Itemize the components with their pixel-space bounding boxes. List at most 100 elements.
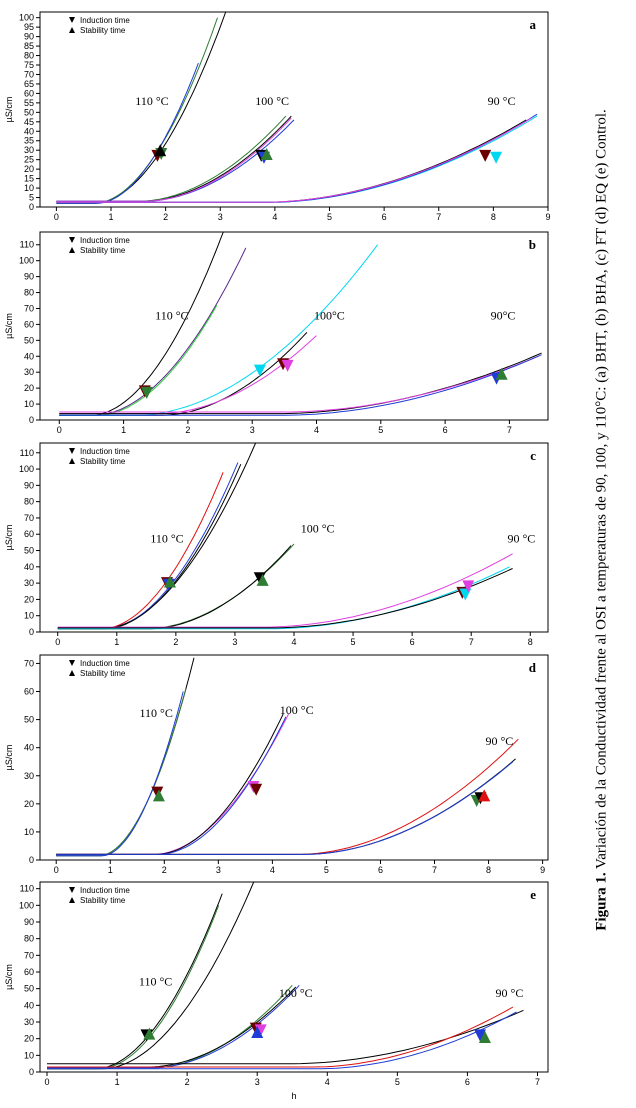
series-curve-90C (57, 566, 510, 630)
y-tick-label: 0 (29, 627, 34, 637)
x-tick-label: 4 (314, 425, 319, 435)
temperature-label: 110 °C (140, 706, 173, 720)
x-tick-label: 6 (382, 212, 387, 222)
x-tick-label: 7 (469, 637, 474, 647)
plot-frame (39, 442, 549, 633)
y-axis-label: µS/cm (4, 964, 14, 990)
panel-label: b (529, 237, 536, 252)
legend-induction-marker (69, 448, 75, 454)
series-curve-90C (56, 761, 514, 855)
y-tick-label: 95 (24, 22, 34, 32)
series-curve-90C (47, 1006, 514, 1068)
legend-induction-marker (69, 660, 75, 666)
y-tick-label: 110 (20, 240, 34, 250)
induction-time-marker (474, 1029, 487, 1042)
legend-entry: Stability time (80, 26, 126, 35)
x-tick-label: 3 (232, 637, 237, 647)
y-axis-label: µS/cm (4, 313, 14, 339)
series-curve-100C (57, 543, 295, 630)
x-tick-label: 7 (535, 1077, 540, 1087)
panel-c: 0 1 2 3 4 5 6 7 80102030405060708090100110µS/cmc… (4, 442, 549, 647)
series-curve-110C (57, 464, 242, 630)
x-tick-label: 5 (351, 637, 356, 647)
x-tick-label: 5 (327, 212, 332, 222)
x-tick-label: 1 (115, 1077, 120, 1087)
y-tick-label: 50 (24, 335, 34, 345)
x-tick-label: 2 (185, 1077, 190, 1087)
x-tick-label: 7 (436, 212, 441, 222)
y-tick-label: 65 (24, 79, 34, 89)
x-tick-label: 1 (109, 212, 114, 222)
series-curve-90C (59, 354, 542, 416)
y-tick-label: 30 (24, 367, 34, 377)
y-tick-label: 75 (24, 60, 34, 70)
x-tick-label: 3 (218, 212, 223, 222)
legend-entry: Induction time (80, 447, 130, 456)
stability-time-marker (478, 789, 491, 802)
y-tick-label: 25 (24, 155, 34, 165)
x-tick-label: 0 (44, 1077, 49, 1087)
legend-entry: Stability time (80, 457, 126, 466)
y-tick-label: 55 (24, 98, 34, 108)
y-tick-label: 50 (24, 984, 34, 994)
series-curve-90C (56, 117, 532, 203)
temperature-label: 100°C (314, 309, 345, 323)
x-tick-label: 0 (57, 425, 62, 435)
legend-stability-marker (69, 458, 75, 464)
y-tick-label: 30 (24, 771, 34, 781)
y-tick-label: 80 (24, 934, 34, 944)
x-tick-label: 5 (395, 1077, 400, 1087)
x-tick-label: 1 (108, 865, 113, 875)
series-curve-90C (56, 115, 538, 203)
y-tick-label: 90 (24, 480, 34, 490)
plot-frame (39, 11, 549, 208)
legend-stability-marker (69, 247, 75, 253)
induction-time-marker (253, 364, 266, 377)
y-tick-label: 0 (29, 855, 34, 865)
y-tick-label: 110 (20, 448, 34, 458)
y-tick-label: 0 (29, 1067, 34, 1077)
series-curve-110C (47, 893, 223, 1070)
legend-entry: Induction time (80, 886, 130, 895)
y-tick-label: 20 (24, 1034, 34, 1044)
x-tick-label: 3 (216, 865, 221, 875)
induction-time-marker (462, 580, 475, 593)
legend-stability-marker (69, 670, 75, 676)
induction-time-marker (479, 149, 492, 162)
y-axis-label: µS/cm (4, 745, 14, 771)
panel-a: 0 1 2 3 4 5 6 7 8 9051015202530354045505560657075… (4, 11, 551, 222)
series-curve-100C (59, 335, 317, 415)
series-curve-110C (57, 472, 224, 630)
temperature-label: 100 °C (279, 986, 313, 1000)
temperature-label: 110 °C (135, 94, 168, 108)
stability-time-marker (478, 1031, 491, 1043)
x-axis-label: h (291, 1091, 296, 1101)
y-tick-label: 100 (19, 256, 34, 266)
legend-induction-marker (69, 237, 75, 243)
y-tick-label: 10 (24, 399, 34, 409)
temperature-label: 110 °C (150, 531, 183, 545)
series-curve-100C (59, 244, 379, 416)
x-tick-label: 0 (55, 637, 60, 647)
panel-b: 0 1 2 3 4 5 6 70102030405060708090100110µS/cmbI… (4, 231, 549, 435)
y-tick-label: 30 (24, 578, 34, 588)
series-curve-110C (59, 305, 218, 416)
series-curve-90C (57, 553, 513, 628)
legend-stability-marker (69, 897, 75, 903)
stability-time-marker (143, 1027, 156, 1040)
temperature-label: 100 °C (280, 703, 314, 717)
y-tick-label: 40 (24, 1000, 34, 1010)
y-tick-label: 30 (24, 145, 34, 155)
x-tick-label: 6 (410, 637, 415, 647)
x-tick-label: 7 (507, 425, 512, 435)
series-curve-100C (56, 119, 295, 202)
y-tick-label: 90 (24, 917, 34, 927)
temperature-label: 90°C (491, 309, 516, 323)
y-tick-label: 60 (24, 687, 34, 697)
x-tick-label: 2 (163, 212, 168, 222)
legend-entry: Induction time (80, 659, 130, 668)
x-tick-label: 9 (545, 212, 550, 222)
y-tick-label: 10 (24, 183, 34, 193)
y-tick-label: 60 (24, 529, 34, 539)
y-tick-label: 50 (24, 107, 34, 117)
